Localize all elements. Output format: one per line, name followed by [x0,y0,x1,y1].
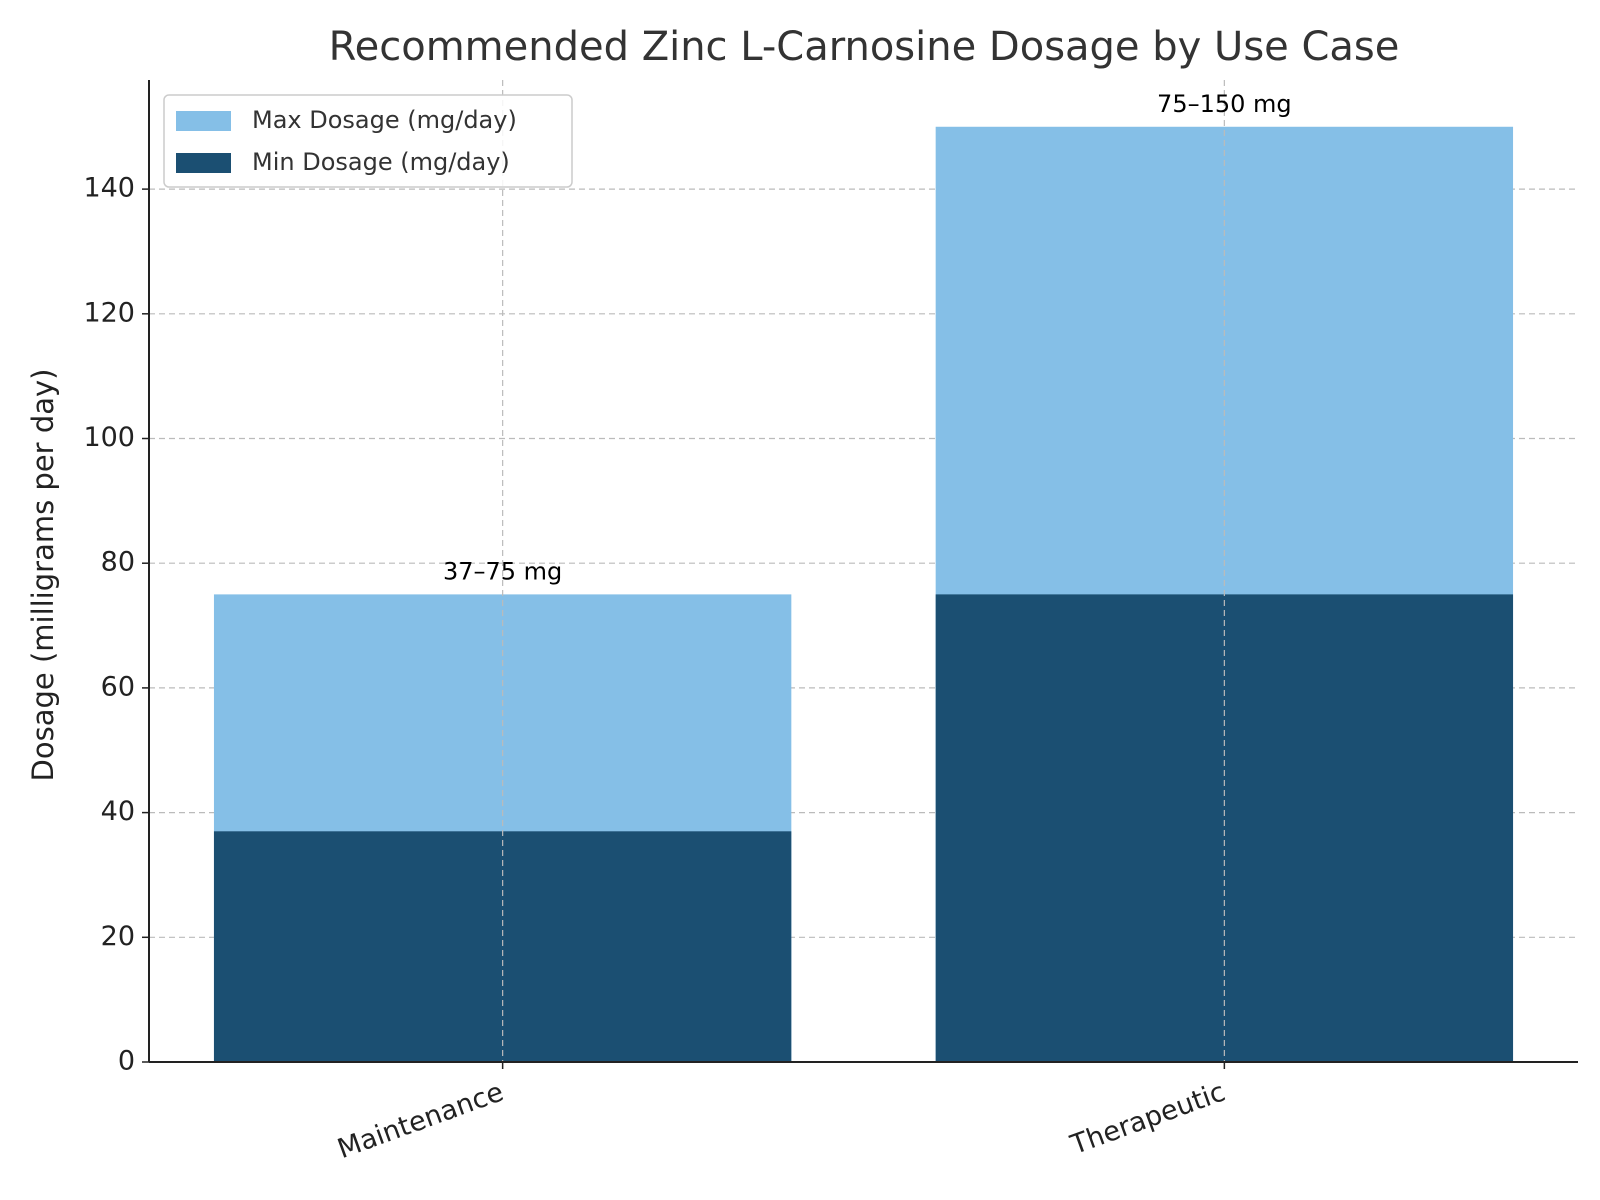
chart-title: Recommended Zinc L-Carnosine Dosage by U… [329,24,1400,70]
legend-box [163,94,573,188]
y-tick-label: 0 [118,1046,135,1077]
y-tick-label: 60 [101,671,135,702]
annotation: 37–75 mg [443,557,562,585]
legend-swatch [176,111,231,131]
y-tick-label: 140 [83,173,135,204]
y-tick-label: 20 [101,921,135,952]
y-tick-label: 120 [83,297,135,328]
legend-label: Min Dosage (mg/day) [252,148,510,176]
y-axis-label: Dosage (milligrams per day) [26,369,60,782]
legend-label: Max Dosage (mg/day) [252,106,517,134]
y-tick-label: 100 [83,422,135,453]
y-tick-label: 80 [101,547,135,578]
legend-swatch [176,153,231,173]
y-tick-label: 40 [101,796,135,827]
annotation: 75–150 mg [1157,90,1292,118]
